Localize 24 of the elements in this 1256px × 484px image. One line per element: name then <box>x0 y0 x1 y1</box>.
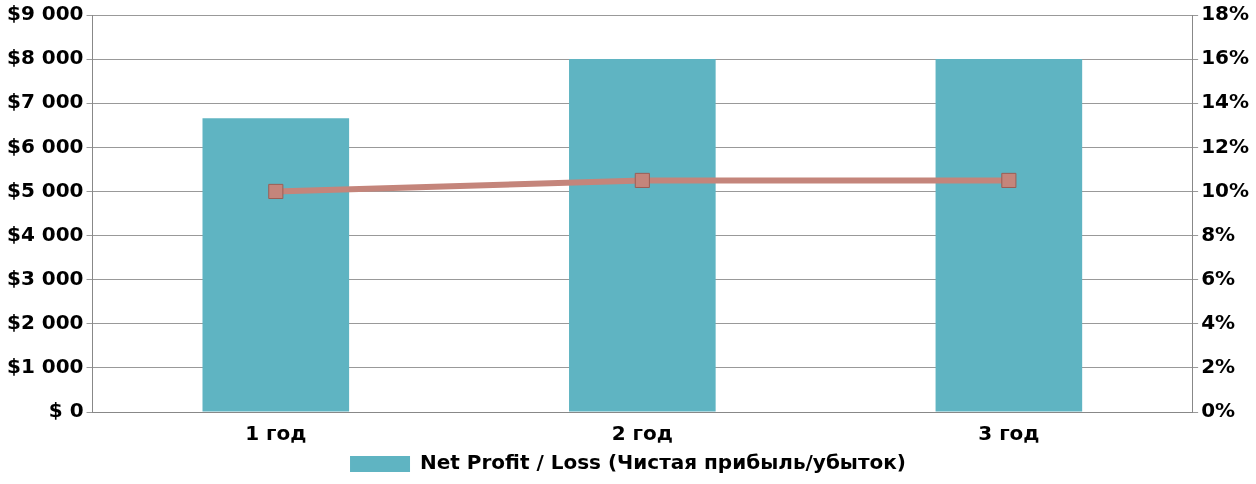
y-tick-label: $7 000 <box>7 89 84 114</box>
y-tick-label: $ 0 <box>48 398 84 423</box>
y-tick-label: $4 000 <box>7 221 84 246</box>
x-tick-label: 1 год <box>245 421 307 446</box>
y2-tick-label: 18% <box>1201 1 1249 26</box>
legend-label: Net Profit / Loss (Чистая прибыль/убыток) <box>420 450 906 475</box>
y-tick-label: $5 000 <box>7 177 84 202</box>
y-tick-label: $1 000 <box>7 354 84 379</box>
y-tick-label: $8 000 <box>7 45 84 70</box>
y2-tick-label: 6% <box>1201 265 1236 290</box>
y-tick-label: $9 000 <box>7 1 84 26</box>
y2-tick-label: 14% <box>1201 89 1249 114</box>
y2-tick-label: 10% <box>1201 177 1249 202</box>
y2-tick-label: 4% <box>1201 309 1236 334</box>
y2-tick-label: 2% <box>1201 354 1236 379</box>
y2-tick-label: 8% <box>1201 221 1236 246</box>
y2-tick-label: 0% <box>1201 398 1236 423</box>
y-tick-label: $3 000 <box>7 265 84 290</box>
y2-tick-label: 16% <box>1201 45 1249 70</box>
y2-tick-label: 12% <box>1201 133 1249 158</box>
x-tick-label: 2 год <box>611 421 673 446</box>
y-tick-label: $2 000 <box>7 309 84 334</box>
x-tick-label: 3 год <box>978 421 1040 446</box>
y-tick-label: $6 000 <box>7 133 84 158</box>
